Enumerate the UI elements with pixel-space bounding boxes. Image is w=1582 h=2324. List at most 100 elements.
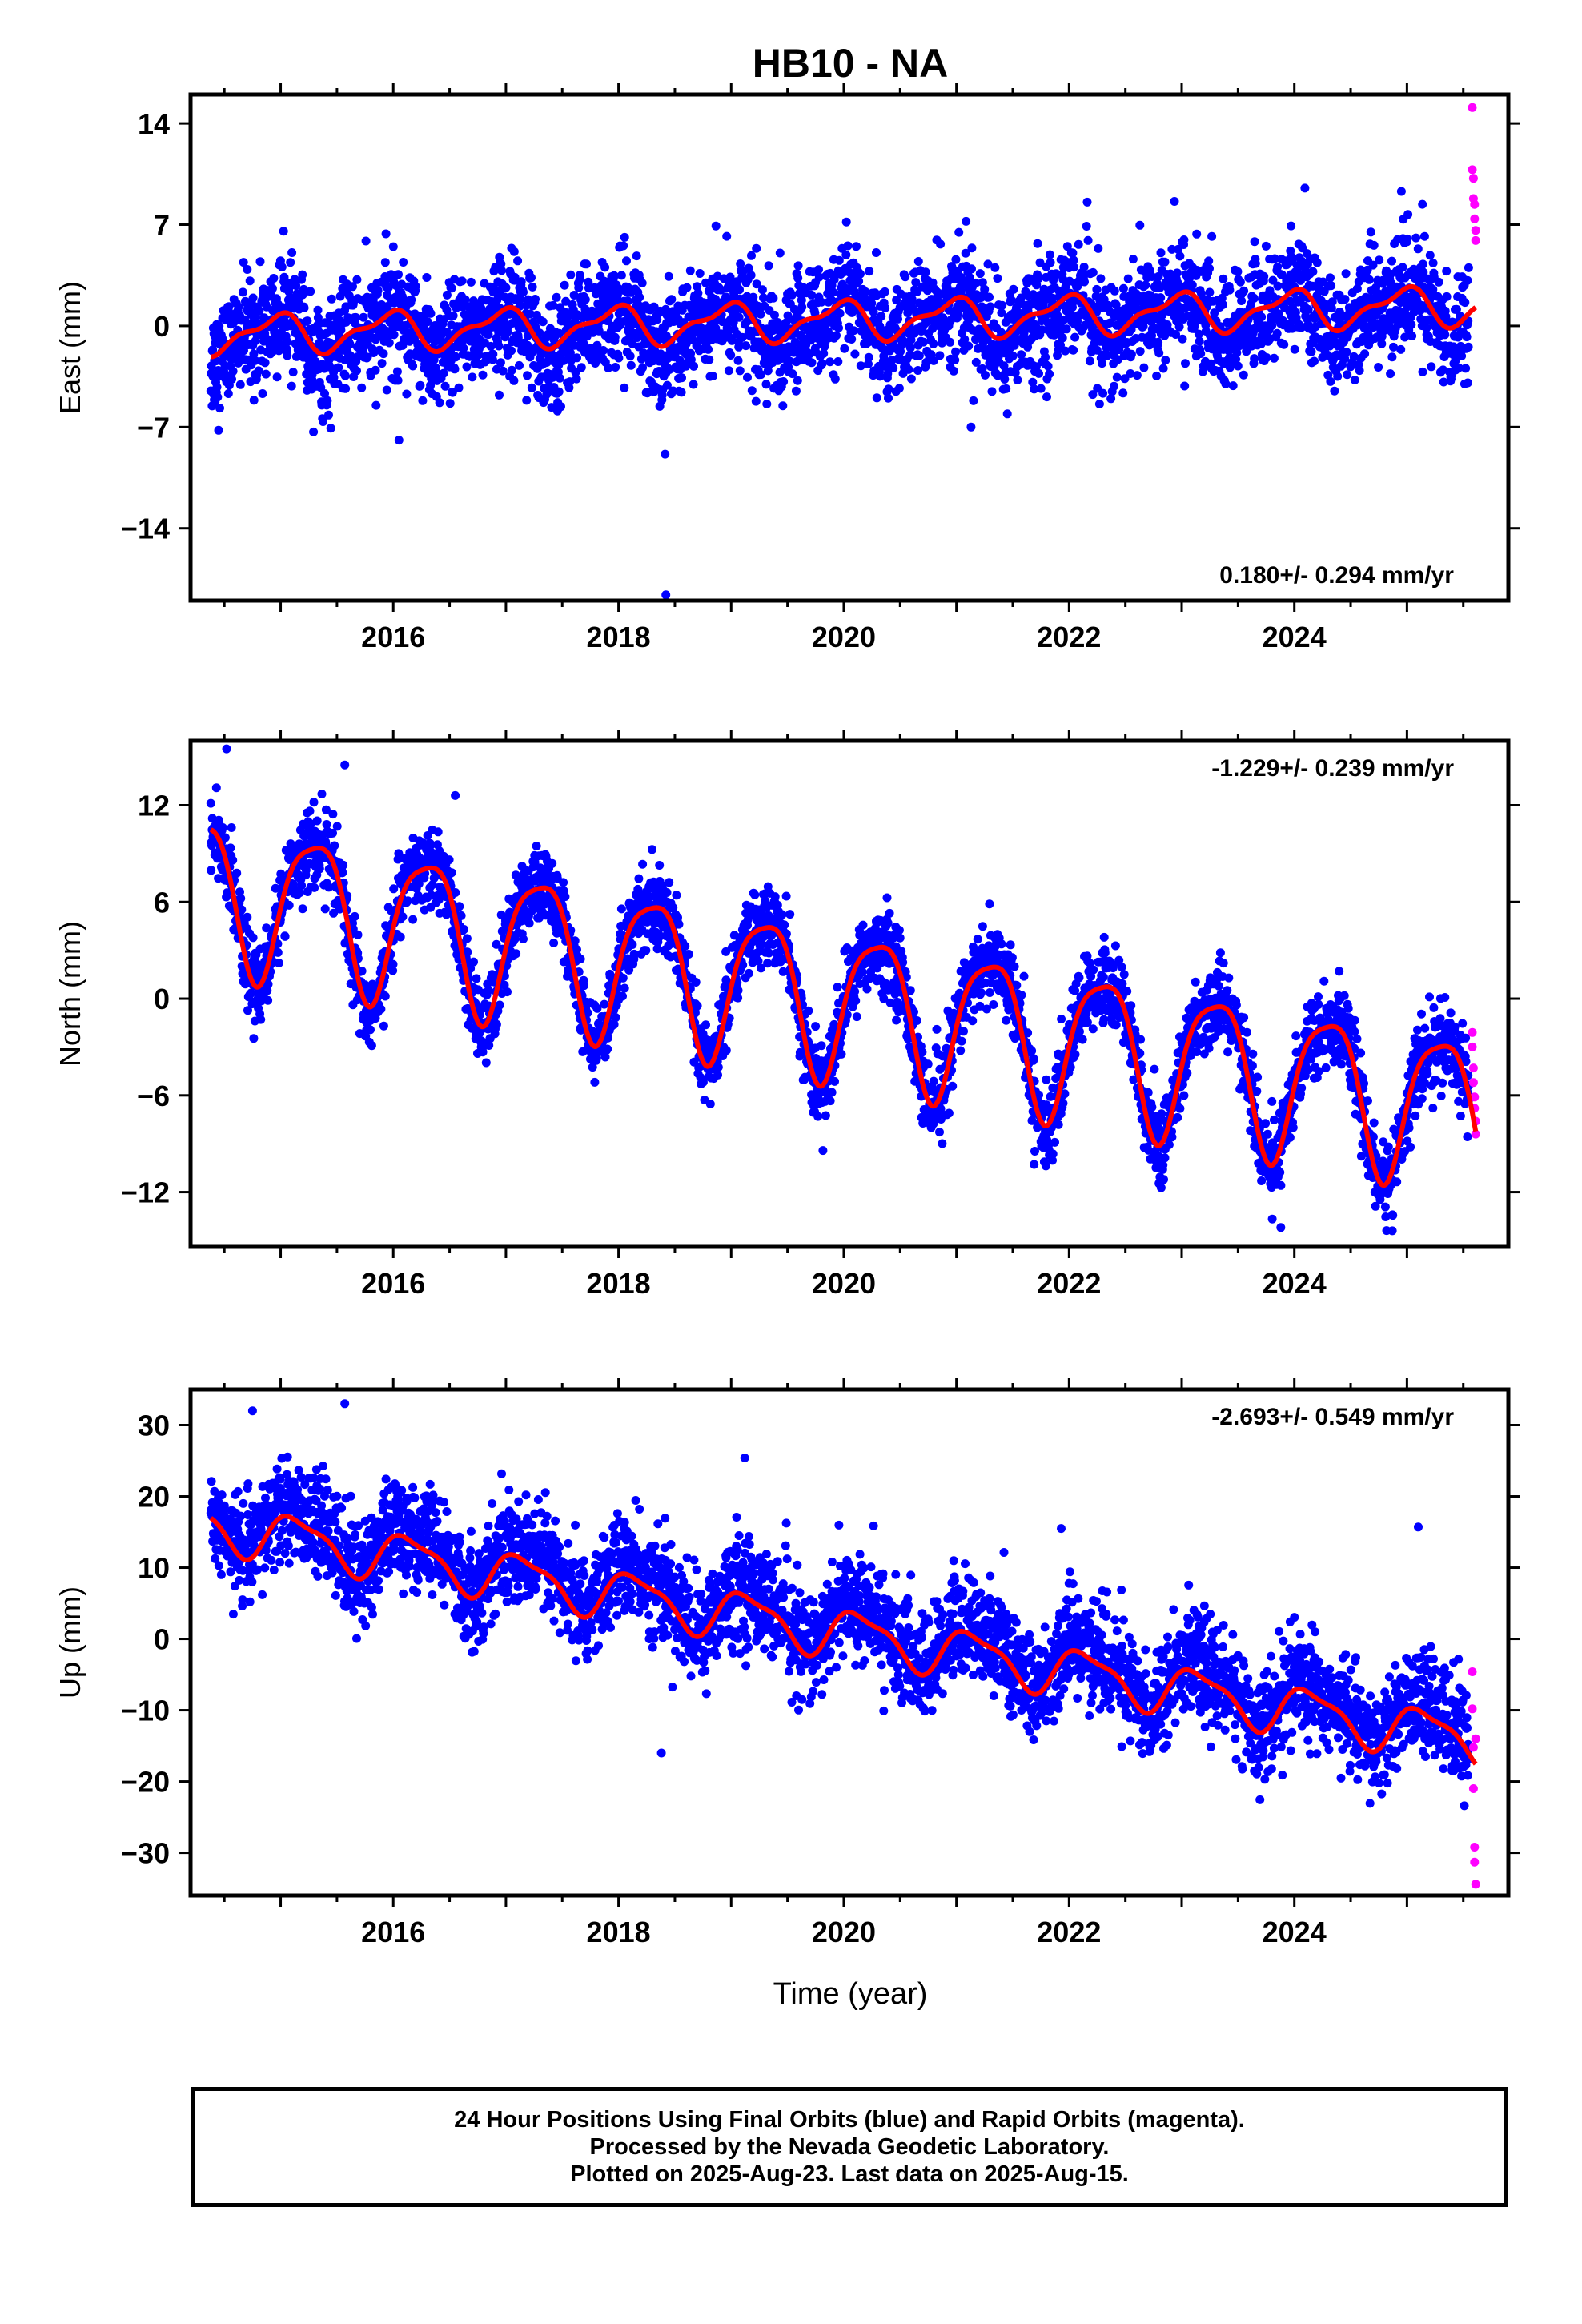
north-data-point <box>284 900 294 910</box>
east-data-point <box>1178 334 1187 344</box>
east-data-point <box>951 347 960 356</box>
east-data-point <box>1082 197 1092 207</box>
east-data-point <box>407 295 416 304</box>
east-data-point <box>701 278 710 287</box>
east-data-point <box>381 229 391 239</box>
east-data-point <box>625 352 635 361</box>
east-data-point <box>662 380 672 390</box>
east-data-point <box>797 296 806 305</box>
east-data-point <box>830 374 840 384</box>
east-data-point <box>935 351 945 360</box>
north-data-point <box>249 1034 259 1043</box>
east-data-point <box>833 357 843 366</box>
east-data-point <box>451 352 460 362</box>
east-data-point <box>1342 348 1351 357</box>
east-data-point <box>872 393 881 403</box>
east-data-point <box>975 269 985 279</box>
east-data-point <box>599 346 608 355</box>
east-data-point <box>1396 344 1406 354</box>
east-data-point <box>619 241 628 251</box>
east-data-point <box>757 285 767 295</box>
east-data-point <box>840 344 849 353</box>
north-data-point <box>310 883 319 892</box>
east-data-point <box>261 369 271 379</box>
east-data-point <box>439 368 448 378</box>
north-points <box>206 744 1480 1236</box>
east-data-point <box>1464 342 1473 352</box>
east-data-point <box>326 424 335 433</box>
east-data-point <box>426 380 436 390</box>
east-data-point <box>554 387 564 396</box>
north-data-point <box>207 866 216 875</box>
north-data-point <box>280 931 290 941</box>
east-data-point <box>752 279 761 289</box>
east-data-point <box>1196 349 1206 358</box>
east-data-point <box>951 255 961 264</box>
east-data-point <box>495 390 504 400</box>
east-data-point <box>1262 353 1271 362</box>
east-data-point <box>841 217 851 227</box>
east-data-point <box>510 272 520 282</box>
north-data-point <box>495 1000 504 1010</box>
east-data-point <box>1175 251 1185 261</box>
east-data-point <box>287 248 297 257</box>
east-data-point <box>1195 336 1204 346</box>
east-data-point <box>759 293 768 303</box>
east-data-point <box>1139 363 1149 372</box>
east-data-point <box>454 383 464 392</box>
east-data-point <box>797 302 807 312</box>
east-data-point <box>841 250 851 259</box>
east-data-point <box>704 344 713 354</box>
north-data-point <box>232 868 242 878</box>
east-data-point <box>1043 361 1053 371</box>
east-data-point <box>682 283 692 292</box>
north-data-point <box>248 933 258 943</box>
east-xtick-label: 2018 <box>587 621 651 653</box>
east-data-point <box>351 312 360 322</box>
east-data-point <box>638 363 648 372</box>
east-data-point <box>527 383 536 392</box>
east-data-point <box>538 317 548 327</box>
east-data-point <box>829 287 838 297</box>
east-data-point <box>936 239 946 249</box>
east-data-point <box>561 296 571 306</box>
east-data-point <box>964 341 974 351</box>
east-data-point <box>1219 274 1228 283</box>
east-data-point <box>1411 233 1421 243</box>
east-data-point <box>445 399 455 408</box>
east-data-point <box>793 261 803 271</box>
east-data-point <box>448 311 458 320</box>
east-data-point <box>736 259 745 268</box>
east-data-point <box>1340 295 1350 304</box>
east-data-point <box>1006 295 1016 304</box>
north-data-point <box>227 823 236 832</box>
east-data-point <box>1092 284 1102 294</box>
east-data-point <box>1112 372 1122 382</box>
east-data-point <box>856 269 865 279</box>
east-data-point <box>1239 286 1249 296</box>
east-data-point <box>1187 280 1197 290</box>
east-data-point <box>447 283 456 293</box>
east-data-point <box>734 312 744 322</box>
east-data-point <box>1272 328 1282 338</box>
east-data-point <box>319 417 327 426</box>
north-data-point <box>218 823 227 832</box>
east-data-point <box>954 227 964 237</box>
east-data-point <box>620 232 629 242</box>
east-data-point <box>1464 263 1473 272</box>
east-data-point <box>572 353 581 363</box>
east-data-point <box>1418 259 1427 269</box>
east-data-point <box>1118 388 1128 398</box>
east-data-point <box>513 256 523 266</box>
east-data-point <box>440 381 450 391</box>
east-data-point <box>1179 235 1189 244</box>
east-data-point <box>1425 251 1435 260</box>
east-data-point <box>254 366 263 376</box>
north-data-point <box>220 833 230 842</box>
east-data-point <box>1028 377 1038 387</box>
east-data-point <box>559 356 568 365</box>
north-data-point <box>274 959 283 967</box>
north-data-point <box>317 790 327 798</box>
east-data-point <box>1110 286 1119 296</box>
